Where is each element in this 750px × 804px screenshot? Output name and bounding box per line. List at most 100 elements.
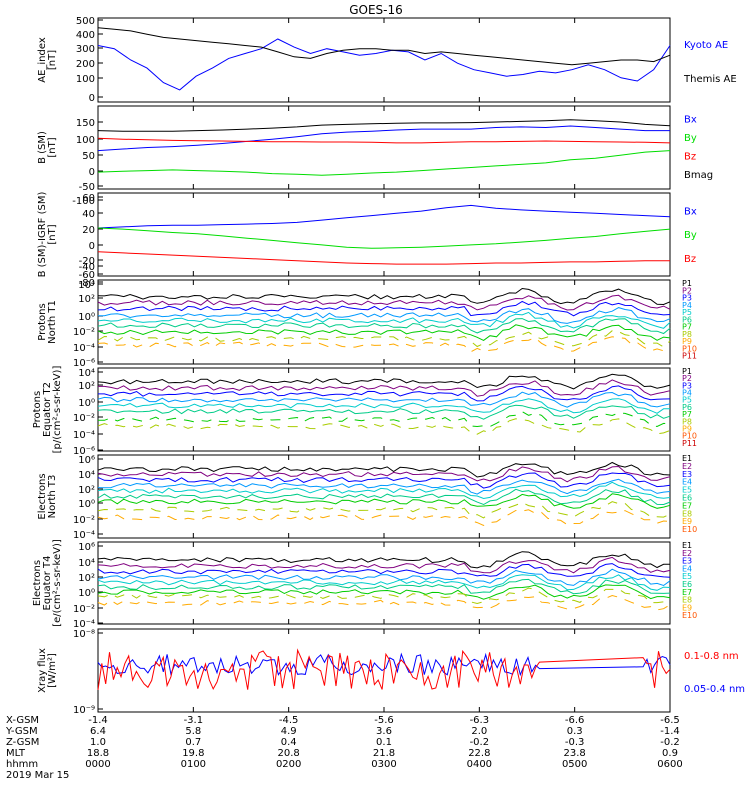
plot-title: GOES-16 — [349, 3, 403, 17]
legend-entry: Kyoto AE — [684, 40, 728, 51]
series-line-e7 — [97, 584, 671, 600]
y-tick-label: -80 — [79, 278, 95, 289]
y-axis-label: B (SM) — [37, 131, 48, 164]
series-line-by — [97, 227, 671, 249]
footer-value: 1.0 — [90, 737, 106, 748]
legend-entry: E5 — [682, 572, 692, 581]
panel-ae: 500 400 300 200 100 0 AE_index [nT] Kyoto AE Them… — [37, 16, 737, 104]
legend-entry: 0.05-0.4 nm — [684, 684, 745, 695]
y-tick-label: -40 — [79, 262, 95, 273]
panel-ee: 10⁶ 10⁴ 10² 10⁰ 10⁻² 10⁻⁴ Electrons Equator T4[… — [32, 539, 697, 630]
footer-value: -1.4 — [660, 726, 680, 737]
footer-value: 21.8 — [373, 748, 395, 759]
y-axis-label: Equator T4 — [42, 556, 53, 611]
footer-row-label: Z-GSM — [6, 737, 39, 748]
y-tick-label: 150 — [76, 118, 95, 129]
series-line-e5 — [97, 574, 671, 591]
footer-row-label: MLT — [6, 748, 26, 759]
legend-entry: By — [684, 133, 697, 144]
legend-entry: P6 — [682, 315, 692, 324]
legend-entry: Bx — [684, 206, 697, 217]
legend-entry: E10 — [682, 525, 697, 534]
legend-entry: P10 — [682, 345, 697, 354]
legend-entry: E4 — [682, 478, 692, 487]
y-tick-label: 10⁻⁶ — [73, 358, 95, 369]
series-line-p5 — [97, 311, 671, 329]
y-axis-label: Protons — [37, 303, 48, 340]
series-line-p6 — [97, 404, 671, 420]
series-line-p8 — [97, 330, 671, 348]
legend-entry: E6 — [682, 494, 692, 503]
footer-value: -0.3 — [565, 737, 585, 748]
y-tick-label: 10⁶ — [78, 542, 95, 553]
y-tick-label: -100 — [72, 196, 95, 207]
footer-row-label: X-GSM — [6, 715, 39, 726]
y-tick-label: 10⁰ — [78, 588, 95, 599]
footer-value: -5.6 — [374, 715, 394, 726]
y-axis-label: Equator T2 — [42, 382, 53, 437]
footer-value: -1.4 — [88, 715, 108, 726]
footer-value: -6.5 — [660, 715, 680, 726]
series-line-e2 — [97, 556, 671, 574]
series-line-e3 — [97, 472, 671, 489]
footer-value: 0.7 — [185, 737, 201, 748]
legend-entry: P7 — [682, 410, 692, 419]
series-line-p6 — [97, 318, 671, 335]
y-tick-label: 10² — [78, 294, 95, 305]
series-line-e9 — [97, 509, 671, 526]
series-line-by — [97, 150, 671, 176]
legend-entry: P10 — [682, 432, 697, 441]
legend-entry: E1 — [682, 454, 692, 463]
series-line-p3 — [97, 300, 671, 317]
legend-entry: Themis AE — [683, 74, 737, 85]
y-tick-label: 400 — [76, 30, 95, 41]
legend-entry: P5 — [682, 396, 692, 405]
y-tick-label: 0 — [89, 167, 95, 178]
series-line-e8 — [97, 501, 671, 519]
series-line-p5 — [97, 398, 671, 414]
footer-value: 0000 — [85, 759, 110, 770]
footer-value: -6.3 — [470, 715, 490, 726]
legend-entry: By — [684, 230, 697, 241]
footer-value: 0200 — [276, 759, 301, 770]
series-line-e1 — [97, 551, 670, 569]
y-tick-label: 10⁻⁶ — [73, 446, 95, 457]
y-axis-label: [nT] — [47, 224, 58, 244]
series-line-e6 — [97, 578, 671, 595]
legend-entry: P7 — [682, 323, 692, 332]
legend-entry: E8 — [682, 509, 692, 518]
legend-entry: E7 — [682, 588, 692, 597]
y-tick-label: 10⁻² — [73, 515, 95, 526]
y-tick-label: 100 — [76, 135, 95, 146]
legend-entry: P6 — [682, 403, 692, 412]
legend-entry: P2 — [682, 286, 692, 295]
series-line-p3 — [98, 385, 671, 402]
panel-pn: 10⁴ 10² 10⁰ 10⁻² 10⁻⁴ 10⁻⁶ Protons North T1 P1P2… — [37, 279, 697, 369]
y-tick-label: 10⁶ — [78, 455, 95, 466]
footer-value: 0600 — [657, 759, 682, 770]
y-axis-label: [W/m²] — [47, 653, 58, 688]
series-line-p8 — [97, 418, 671, 435]
series-line-kyoto-ae — [97, 38, 671, 91]
legend-entry: E10 — [682, 611, 697, 620]
y-tick-label: 10⁻⁴ — [73, 430, 95, 441]
footer-value: -0.2 — [470, 737, 490, 748]
series-line-p2 — [97, 294, 671, 311]
series-line-e1 — [97, 461, 671, 478]
y-tick-label: 10⁰ — [78, 398, 95, 409]
legend-entry: E6 — [682, 580, 692, 589]
legend-entry: Bz — [684, 152, 696, 163]
panel-frame — [97, 105, 671, 190]
y-tick-label: 10² — [78, 381, 95, 392]
footer-value: 5.8 — [185, 726, 201, 737]
y-tick-label: 10⁰ — [78, 499, 95, 510]
footer-value: 19.8 — [182, 748, 204, 759]
y-tick-label: 10² — [78, 485, 95, 496]
y-axis-label: AE_index — [37, 37, 48, 83]
legend-entry: E3 — [682, 557, 692, 566]
y-tick-label: 60 — [82, 193, 95, 204]
y-tick-label: 10⁻⁴ — [73, 530, 95, 541]
